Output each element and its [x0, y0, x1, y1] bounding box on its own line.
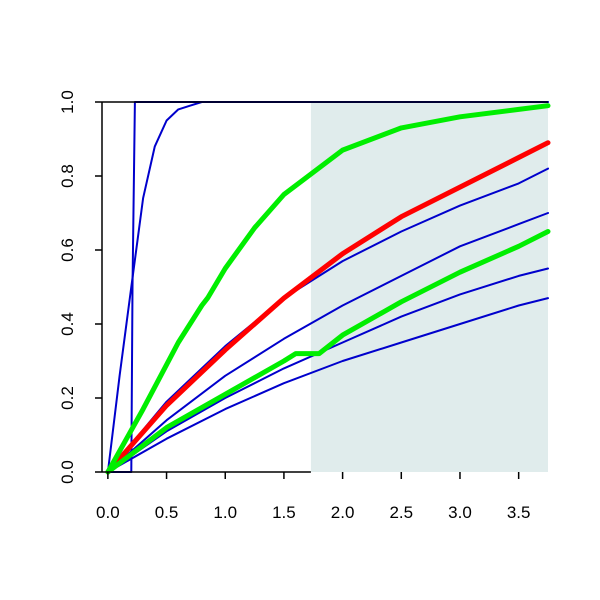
x-tick-label: 2.0: [331, 503, 355, 522]
series-line-2: [106, 167, 549, 473]
x-tick-label: 2.5: [389, 503, 413, 522]
x-tick-label: 1.0: [213, 503, 237, 522]
x-tick-label: 0.0: [96, 503, 120, 522]
x-tick-label: 1.5: [272, 503, 296, 522]
y-tick-label: 0.4: [58, 312, 77, 336]
x-tick-label: 3.0: [448, 503, 472, 522]
y-tick-label: 0.2: [58, 386, 77, 410]
y-tick-label: 0.6: [58, 238, 77, 262]
series-line-5: [106, 297, 549, 473]
series-line-8: [105, 229, 551, 475]
x-tick-label: 0.5: [155, 503, 179, 522]
axes-layer: 0.0 0.5 1.0 1.5 2.0 2.5 3.0 3.5 0.0 0.2 0.4 0.6 0.8 1…: [58, 90, 548, 522]
series-line-6: [105, 140, 551, 475]
y-tick-label: 0.8: [58, 164, 77, 188]
x-tick-label: 3.5: [507, 503, 531, 522]
series-line-7: [105, 103, 551, 475]
y-tick-label: 0.0: [58, 460, 77, 484]
y-tick-label: 1.0: [58, 90, 77, 114]
series-layer: [105, 101, 551, 475]
series-line-3: [106, 212, 549, 473]
series-line-4: [106, 267, 549, 473]
